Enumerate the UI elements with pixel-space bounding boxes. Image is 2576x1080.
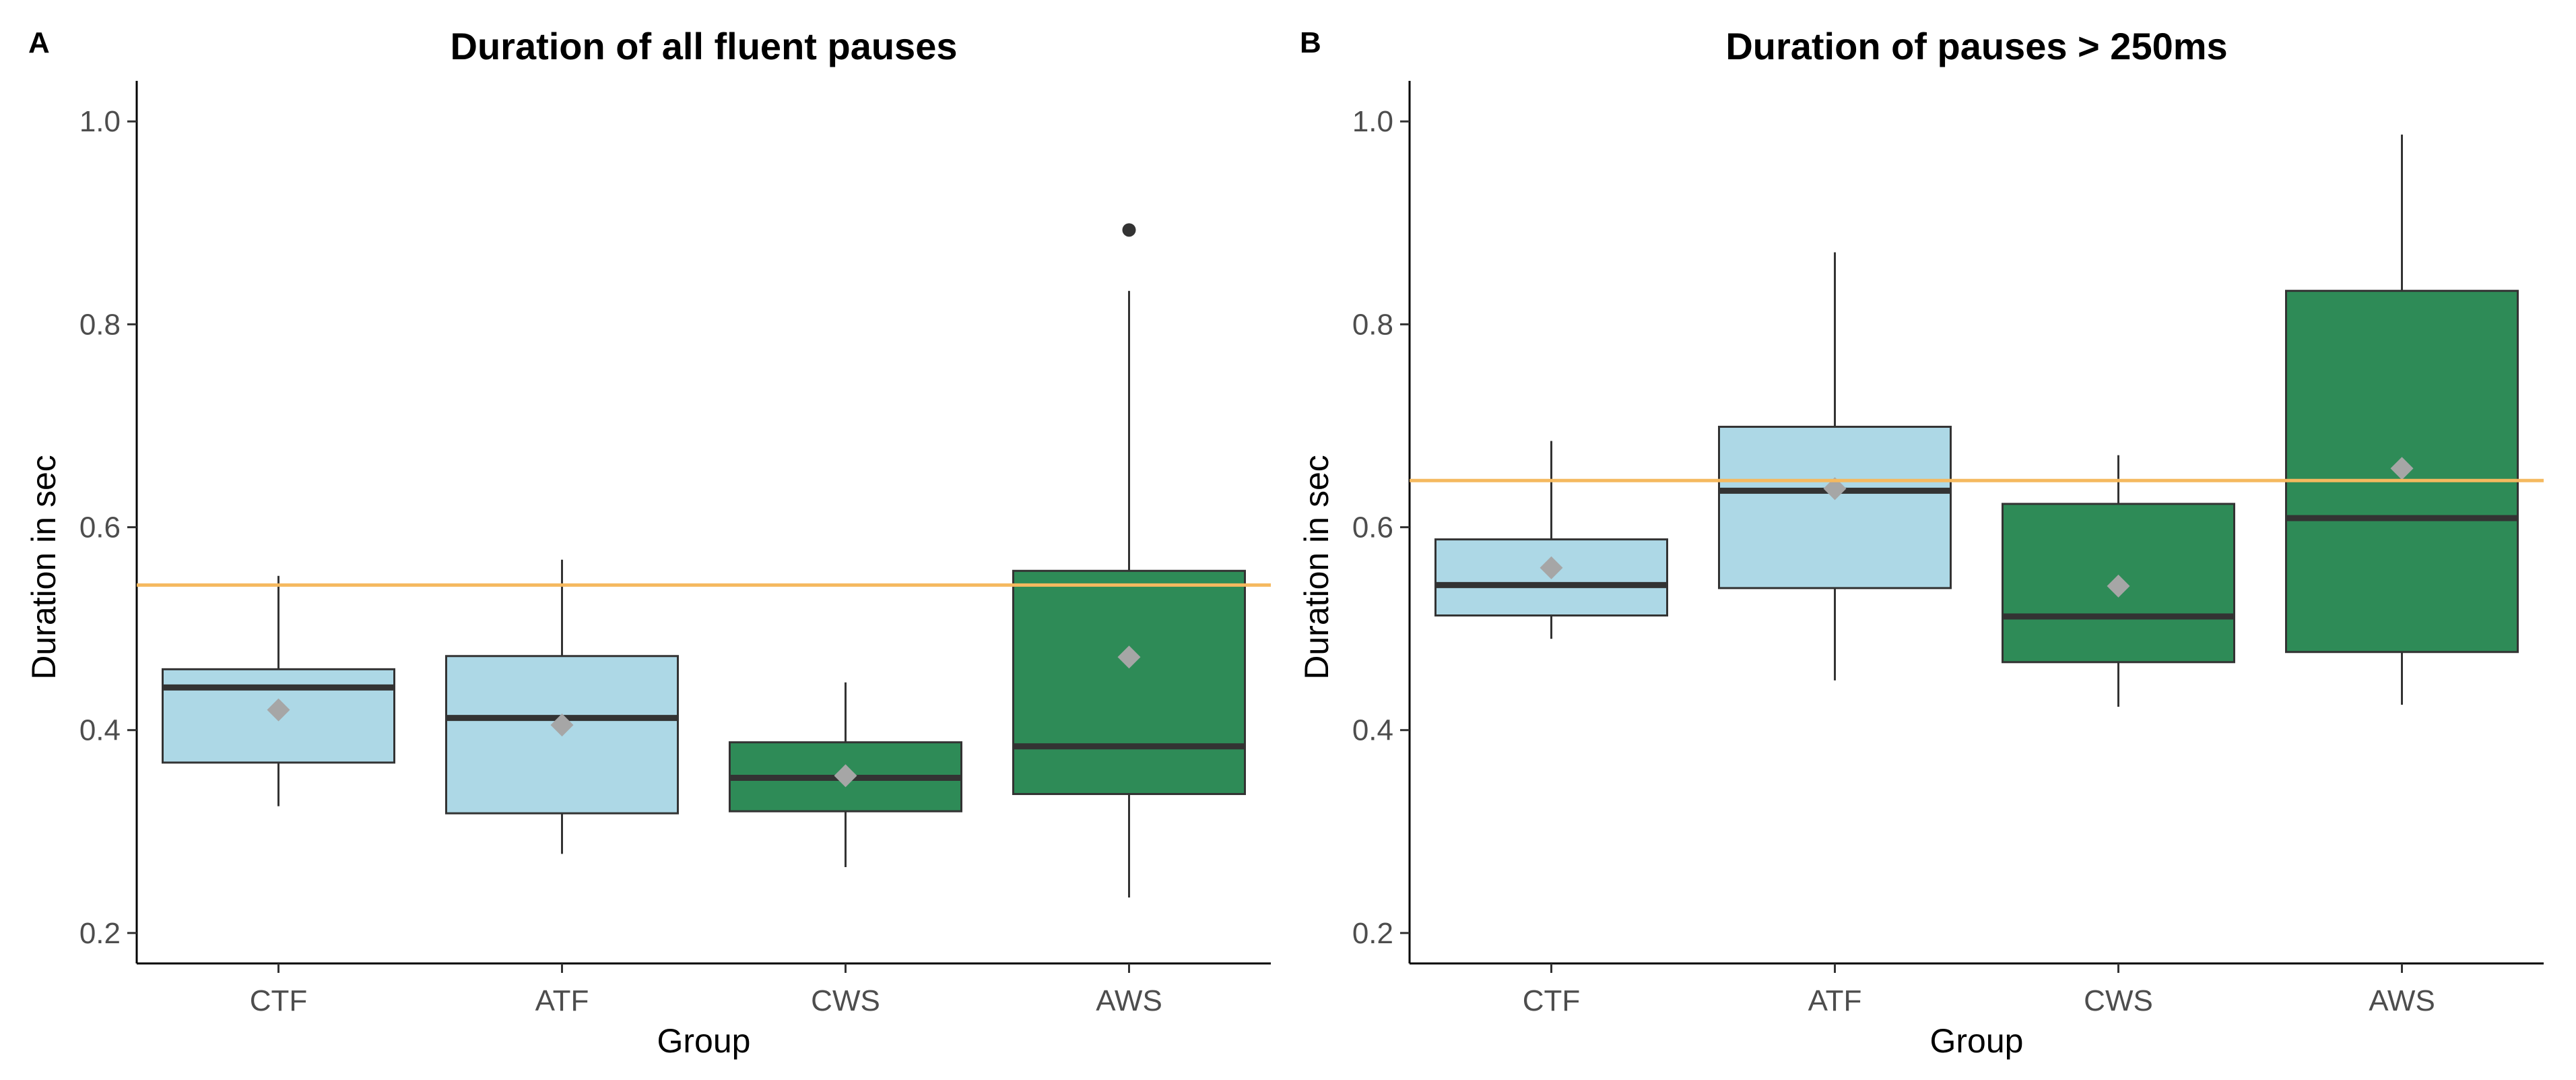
x-axis-title: Group bbox=[657, 1022, 751, 1060]
mean-marker bbox=[267, 698, 290, 722]
x-tick-label: ATF bbox=[1808, 984, 1862, 1017]
x-tick-label: CWS bbox=[811, 984, 880, 1017]
panel-label: A bbox=[28, 26, 50, 59]
box-ctf bbox=[162, 575, 395, 806]
x-tick-label: CTF bbox=[250, 984, 308, 1017]
box-atf bbox=[1718, 252, 1952, 680]
panel-label: B bbox=[1300, 26, 1321, 59]
y-tick-label: 0.8 bbox=[1352, 308, 1393, 341]
x-axis-title: Group bbox=[1930, 1022, 2024, 1060]
y-tick-label: 0.4 bbox=[1352, 714, 1393, 747]
x-tick-label: CTF bbox=[1523, 984, 1581, 1017]
mean-marker bbox=[834, 764, 857, 788]
box-cws bbox=[729, 682, 962, 867]
box-aws bbox=[1012, 223, 1246, 898]
chart-title: Duration of all fluent pauses bbox=[451, 25, 958, 67]
x-tick-label: AWS bbox=[2369, 984, 2435, 1017]
y-tick-label: 0.2 bbox=[79, 917, 121, 950]
box-iqr bbox=[1718, 425, 1952, 590]
panel-a: A Duration of all fluent pauses Duration… bbox=[25, 25, 1271, 1060]
y-axis-title: Duration in sec bbox=[1298, 455, 1335, 680]
box-atf bbox=[445, 559, 679, 854]
box-iqr bbox=[1012, 569, 1246, 796]
y-tick-label: 0.6 bbox=[1352, 511, 1393, 544]
plot-area: 0.2 0.4 0.6 0.8 1.0 CTF ATF CWS AWS bbox=[1352, 81, 2544, 1017]
y-tick-label: 0.8 bbox=[79, 308, 121, 341]
y-tick-label: 1.0 bbox=[79, 105, 121, 138]
chart-title: Duration of pauses > 250ms bbox=[1725, 25, 2227, 67]
y-tick-label: 0.4 bbox=[79, 714, 121, 747]
x-tick-label: CWS bbox=[2084, 984, 2153, 1017]
y-tick-label: 1.0 bbox=[1352, 105, 1393, 138]
y-axis-title: Duration in sec bbox=[25, 455, 63, 680]
mean-marker bbox=[550, 713, 574, 737]
box-cws bbox=[2002, 455, 2235, 707]
mean-marker bbox=[1823, 477, 1847, 501]
y-tick-label: 0.6 bbox=[79, 511, 121, 544]
y-tick-label: 0.2 bbox=[1352, 917, 1393, 950]
mean-marker bbox=[2390, 457, 2414, 480]
plot-area: 0.2 0.4 0.6 0.8 1.0 CTF ATF CWS AWS bbox=[79, 81, 1271, 1017]
x-tick-label: AWS bbox=[1096, 984, 1162, 1017]
mean-marker bbox=[2107, 574, 2130, 598]
box-ctf bbox=[1434, 441, 1668, 639]
outlier-point bbox=[1122, 223, 1136, 237]
mean-marker bbox=[1117, 645, 1141, 669]
mean-marker bbox=[1540, 556, 1563, 579]
x-tick-label: ATF bbox=[535, 984, 589, 1017]
box-aws bbox=[2285, 134, 2519, 705]
panel-b: B Duration of pauses > 250ms Duration in… bbox=[1298, 25, 2544, 1060]
